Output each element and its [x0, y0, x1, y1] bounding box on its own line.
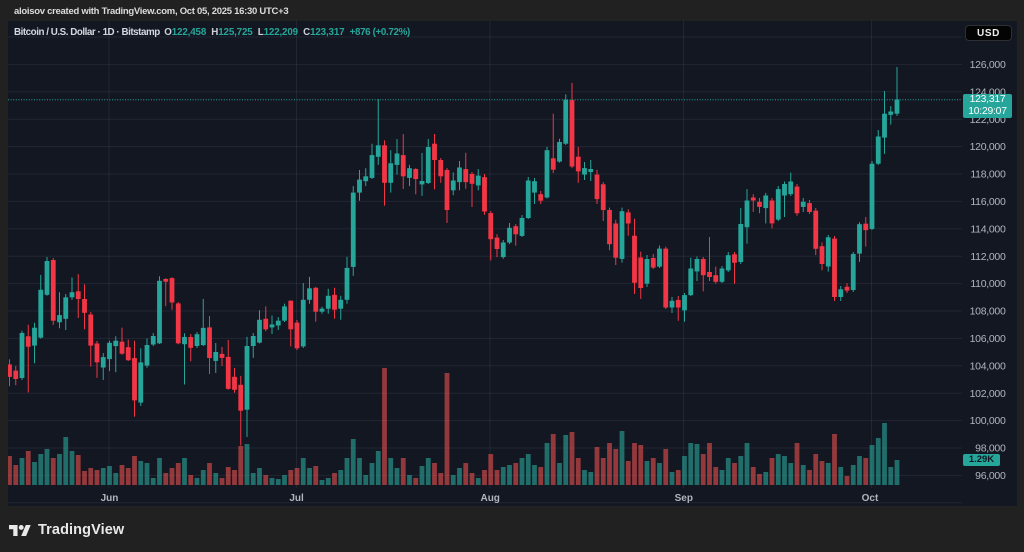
svg-text:Sep: Sep	[675, 493, 693, 504]
svg-text:Oct: Oct	[862, 493, 879, 504]
svg-text:106,000: 106,000	[970, 333, 1006, 345]
svg-text:108,000: 108,000	[970, 306, 1006, 318]
svg-text:Jun: Jun	[101, 493, 119, 504]
svg-text:102,000: 102,000	[970, 388, 1006, 400]
svg-text:112,000: 112,000	[970, 251, 1006, 263]
svg-text:118,000: 118,000	[970, 169, 1006, 181]
svg-text:100,000: 100,000	[970, 415, 1006, 427]
svg-text:126,000: 126,000	[970, 59, 1006, 71]
svg-text:96,000: 96,000	[975, 470, 1006, 482]
svg-text:116,000: 116,000	[970, 196, 1006, 208]
svg-text:Aug: Aug	[480, 493, 499, 504]
svg-text:98,000: 98,000	[975, 443, 1006, 455]
svg-text:114,000: 114,000	[970, 223, 1006, 235]
svg-text:Jul: Jul	[289, 493, 304, 504]
svg-text:110,000: 110,000	[970, 278, 1006, 290]
svg-text:104,000: 104,000	[970, 360, 1006, 372]
svg-text:120,000: 120,000	[970, 141, 1006, 153]
